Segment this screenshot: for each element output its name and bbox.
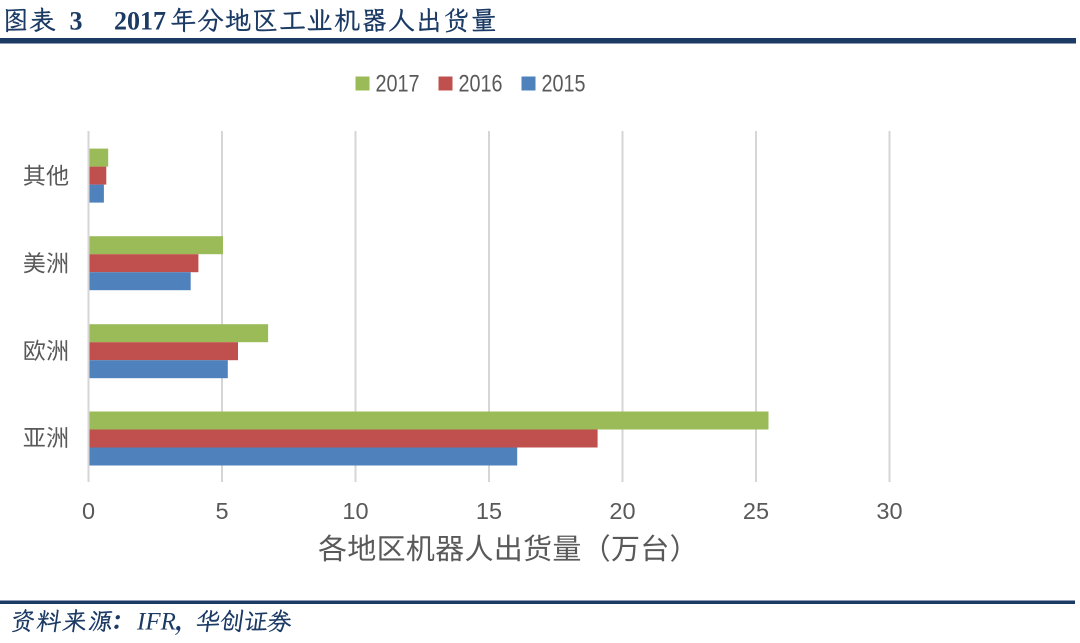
svg-text:2016: 2016 bbox=[459, 71, 503, 98]
svg-text:3: 3 bbox=[70, 7, 83, 36]
svg-text:30: 30 bbox=[876, 498, 902, 524]
svg-text:2017: 2017 bbox=[376, 71, 420, 98]
svg-text:10: 10 bbox=[342, 498, 368, 524]
svg-text:25: 25 bbox=[743, 498, 769, 524]
svg-text:20: 20 bbox=[609, 498, 635, 524]
svg-text:15: 15 bbox=[476, 498, 502, 524]
svg-text:IFR: IFR bbox=[136, 609, 176, 636]
svg-text:0: 0 bbox=[82, 498, 95, 524]
svg-text:2017: 2017 bbox=[114, 7, 166, 36]
svg-text:5: 5 bbox=[215, 498, 228, 524]
svg-text:2015: 2015 bbox=[542, 71, 586, 98]
